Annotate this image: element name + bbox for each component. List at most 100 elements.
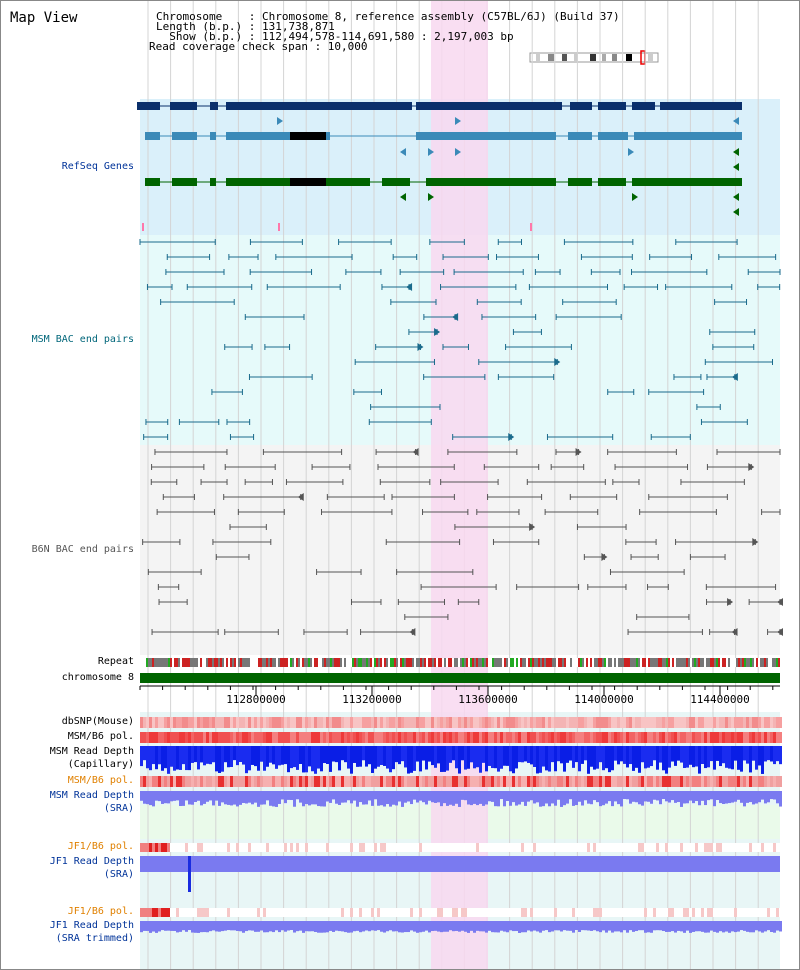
jf1-b6-pol-heat [236, 843, 239, 852]
jf1-depth-trim-bar [422, 921, 425, 932]
msm-b6-pol-heat [275, 732, 278, 743]
jf1-b6-pol-heat [326, 843, 329, 852]
dbsnp-heat [407, 717, 410, 728]
repeat-mark [710, 658, 712, 667]
msm-depth-capillary-bar [692, 746, 695, 768]
msm-b6-pol-heat [671, 732, 674, 743]
repeat-mark [230, 658, 232, 667]
repeat-mark [188, 658, 190, 667]
repeat-mark [294, 658, 296, 667]
repeat-mark [454, 658, 456, 667]
repeat-mark [324, 658, 326, 667]
msm-b6-pol2-heat [494, 776, 497, 787]
repeat-mark [494, 658, 496, 667]
dbsnp-heat [413, 717, 416, 728]
dbsnp-heat [692, 717, 695, 728]
jf1-b6-pol-heat [764, 843, 767, 852]
repeat-mark [500, 658, 502, 667]
track-label-dbsnp: dbSNP(Mouse) [61, 716, 134, 727]
msm-depth-sra-bar [524, 791, 527, 806]
jf1-b6-pol-heat [344, 843, 347, 852]
repeat-mark [690, 658, 692, 667]
dbsnp-heat [626, 717, 629, 728]
jf1-depth-trim-bar [596, 921, 599, 932]
msm-depth-capillary-bar [383, 746, 386, 766]
repeat-mark [428, 658, 430, 667]
msm-depth-sra-bar [512, 791, 515, 803]
repeat-mark [150, 658, 152, 667]
msm-b6-pol-heat [722, 732, 725, 743]
msm-depth-capillary-bar [680, 746, 683, 763]
jf1-depth-trim-bar [404, 921, 407, 933]
b6n-bac-pair-arrow-icon [752, 538, 759, 546]
msm-b6-pol2-heat [182, 776, 185, 787]
msm-depth-capillary-bar [527, 746, 530, 763]
msm-depth-capillary-bar [152, 746, 155, 765]
dbsnp-heat [725, 717, 728, 728]
jf1-b6-pol-heat [755, 843, 758, 852]
repeat-mark [752, 658, 754, 667]
repeat-mark [656, 658, 658, 667]
repeat-mark [498, 658, 500, 667]
jf1-b6-pol-heat [632, 843, 635, 852]
repeat-mark [534, 658, 536, 667]
dbsnp-heat [671, 717, 674, 728]
jf1-b6-pol2-heat [665, 908, 668, 917]
msm-b6-pol2-heat [464, 776, 467, 787]
msm-b6-pol2-heat [299, 776, 302, 787]
axis-tick-label: 114400000 [690, 693, 750, 706]
dbsnp-heat [605, 717, 608, 728]
repeat-mark [232, 658, 234, 667]
msm-depth-sra-bar [356, 791, 359, 807]
repeat-mark [440, 658, 442, 667]
msm-b6-pol-heat [542, 732, 545, 743]
track-label-jf1-depth-sra-sub: (SRA) [103, 869, 134, 880]
jf1-b6-pol-heat [440, 843, 443, 852]
repeat-mark [600, 658, 602, 667]
jf1-b6-pol2-heat [362, 908, 365, 917]
msm-depth-capillary-bar [365, 746, 368, 767]
repeat-mark [276, 658, 278, 667]
jf1-depth-trim-bar [560, 921, 563, 932]
msm-b6-pol2-heat [281, 776, 284, 787]
repeat-mark [720, 658, 722, 667]
dbsnp-heat [287, 717, 290, 728]
msm-b6-pol-heat [530, 732, 533, 743]
repeat-mark [488, 658, 490, 667]
jf1-b6-pol-heat [686, 843, 689, 852]
msm-depth-capillary-bar [446, 746, 449, 771]
jf1-b6-pol-heat [722, 843, 725, 852]
dbsnp-heat [281, 717, 284, 728]
jf1-depth-trim-bar [680, 921, 683, 932]
jf1-b6-pol2-heat [209, 908, 212, 917]
msm-depth-sra-bar [233, 791, 236, 805]
jf1-depth-trim-bar [695, 921, 698, 932]
msm-b6-pol-heat [641, 732, 644, 743]
msm-b6-pol-heat [155, 732, 158, 743]
msm-depth-capillary-bar [512, 746, 515, 774]
msm-depth-sra-bar [761, 791, 764, 800]
msm-depth-sra-bar [686, 791, 689, 804]
repeat-mark [758, 658, 760, 667]
msm-b6-pol-heat [500, 732, 503, 743]
dbsnp-heat [629, 717, 632, 728]
dbsnp-heat [506, 717, 509, 728]
jf1-depth-trim-bar [494, 921, 497, 933]
jf1-b6-pol-heat [743, 843, 746, 852]
jf1-b6-pol2-heat [470, 908, 473, 917]
msm-b6-pol2-heat [653, 776, 656, 787]
msm-depth-capillary-bar [524, 746, 527, 762]
jf1-b6-pol-heat [353, 843, 356, 852]
repeat-mark [354, 658, 356, 667]
jf1-b6-pol-heat [545, 843, 548, 852]
msm-depth-sra-bar [503, 791, 506, 807]
jf1-b6-pol-heat [689, 843, 692, 852]
jf1-depth-trim-bar [713, 921, 716, 932]
msm-b6-pol-heat [596, 732, 599, 743]
jf1-depth-trim-bar [467, 921, 470, 933]
msm-b6-pol-heat [572, 732, 575, 743]
msm-b6-pol2-heat [776, 776, 779, 787]
msm-depth-sra-bar [308, 791, 311, 806]
jf1-depth-trim-bar [254, 921, 257, 932]
